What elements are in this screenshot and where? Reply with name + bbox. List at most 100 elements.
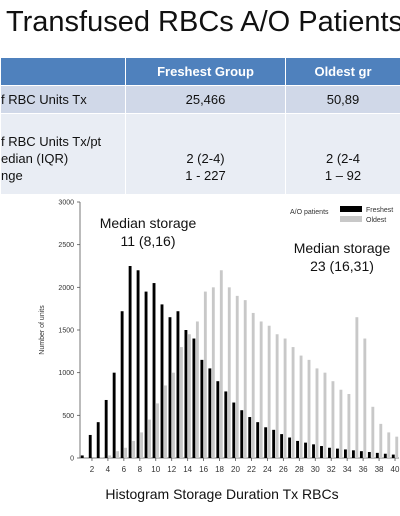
x-tick-label: 36 bbox=[359, 465, 368, 474]
bar bbox=[296, 440, 300, 458]
x-tick-label: 2 bbox=[90, 465, 95, 474]
x-tick-label: 30 bbox=[311, 465, 320, 474]
bar bbox=[331, 381, 335, 458]
bar bbox=[375, 452, 379, 458]
bar bbox=[379, 423, 383, 458]
x-tick-label: 16 bbox=[199, 465, 208, 474]
cell-text: edian (IQR) bbox=[1, 151, 69, 166]
bar bbox=[104, 399, 108, 458]
table-cell: 50,89 bbox=[285, 85, 400, 114]
bar bbox=[307, 359, 311, 458]
x-tick-label: 18 bbox=[215, 465, 224, 474]
y-tick-label: 0 bbox=[70, 456, 74, 463]
bar bbox=[387, 432, 391, 458]
x-axis-title: Histogram Storage Duration Tx RBCs bbox=[105, 486, 338, 502]
bar bbox=[164, 385, 167, 458]
legend-label: Freshest bbox=[366, 207, 393, 214]
cell-text: f RBC Units Tx/pt bbox=[1, 134, 102, 149]
bar bbox=[272, 429, 276, 458]
cell-text: nge bbox=[1, 168, 23, 183]
x-tick-label: 40 bbox=[391, 465, 400, 474]
y-tick-label: 3000 bbox=[58, 200, 74, 207]
x-tick-label: 32 bbox=[327, 465, 336, 474]
x-tick-label: 38 bbox=[375, 465, 384, 474]
header-cell: Oldest gr bbox=[285, 57, 400, 86]
annotation: 23 (16,31) bbox=[310, 258, 374, 274]
bar bbox=[168, 317, 172, 458]
bar bbox=[267, 325, 271, 458]
bar bbox=[96, 422, 100, 458]
bar bbox=[355, 317, 359, 458]
y-axis-title: Number of units bbox=[39, 305, 46, 355]
bar bbox=[391, 454, 395, 458]
bar bbox=[100, 457, 104, 458]
annotation: Median storage bbox=[100, 215, 197, 231]
cell-text: 1 – 92 bbox=[324, 168, 362, 183]
table-row: f RBC Units Tx/pt edian (IQR) nge 2 (2-4) 1 … bbox=[0, 113, 400, 195]
bar bbox=[172, 372, 175, 458]
y-tick-label: 2000 bbox=[58, 285, 74, 292]
x-tick-label: 24 bbox=[263, 465, 272, 474]
bar bbox=[148, 419, 151, 458]
bar bbox=[120, 311, 124, 458]
bar bbox=[108, 455, 112, 458]
bar bbox=[275, 334, 279, 458]
header-cell: Freshest Group bbox=[125, 57, 286, 86]
x-tick-label: 34 bbox=[343, 465, 352, 474]
bar bbox=[232, 402, 236, 458]
bar bbox=[192, 338, 196, 458]
table-cell: f RBC Units Tx bbox=[0, 85, 126, 114]
bar bbox=[80, 455, 84, 458]
bar bbox=[224, 391, 228, 458]
cell-text: 2 (2-4) bbox=[186, 151, 225, 166]
cell-text: 50,89 bbox=[326, 92, 360, 107]
table-row: f RBC Units Tx 25,466 50,89 bbox=[0, 85, 400, 114]
bar bbox=[320, 446, 323, 458]
x-tick-label: 12 bbox=[167, 465, 176, 474]
bar bbox=[264, 427, 268, 458]
bar bbox=[187, 334, 191, 458]
bar bbox=[160, 304, 164, 458]
bar bbox=[195, 321, 199, 458]
bar bbox=[179, 347, 183, 458]
bar bbox=[351, 450, 355, 458]
bar bbox=[176, 311, 180, 458]
x-tick-label: 6 bbox=[122, 465, 127, 474]
cell-text: f RBC Units Tx bbox=[1, 92, 87, 107]
bar bbox=[243, 300, 247, 458]
bar bbox=[363, 338, 367, 458]
bar bbox=[156, 403, 159, 458]
cell-text: 2 (2-4 bbox=[326, 151, 360, 166]
bar bbox=[152, 283, 156, 458]
bar bbox=[140, 432, 143, 458]
bar bbox=[343, 449, 347, 458]
bar bbox=[112, 372, 116, 458]
slide-title: Transfused RBCs A/O Patients bbox=[6, 6, 400, 38]
bar bbox=[339, 389, 343, 458]
bar bbox=[184, 330, 188, 458]
header-cell bbox=[0, 57, 126, 86]
cell-text: 25,466 bbox=[185, 92, 226, 107]
bar bbox=[336, 448, 339, 458]
bar bbox=[240, 410, 244, 458]
bar bbox=[315, 368, 319, 458]
table-cell: 2 (2-4) 1 - 227 bbox=[125, 113, 286, 195]
bar bbox=[216, 381, 220, 458]
legend-swatch bbox=[340, 206, 362, 212]
cell-text: 1 - 227 bbox=[185, 168, 226, 183]
legend-swatch bbox=[340, 216, 362, 222]
bar bbox=[136, 270, 140, 458]
bar bbox=[124, 447, 128, 458]
bar bbox=[132, 440, 136, 458]
x-tick-label: 8 bbox=[138, 465, 143, 474]
bar bbox=[371, 406, 375, 458]
y-tick-label: 1500 bbox=[58, 328, 74, 335]
bar bbox=[304, 442, 307, 458]
y-tick-label: 1000 bbox=[58, 370, 74, 377]
x-tick-label: 10 bbox=[151, 465, 160, 474]
summary-table: Freshest Group Oldest gr f RBC Units Tx 2… bbox=[0, 57, 400, 195]
bar bbox=[288, 437, 292, 458]
bar bbox=[359, 451, 363, 458]
